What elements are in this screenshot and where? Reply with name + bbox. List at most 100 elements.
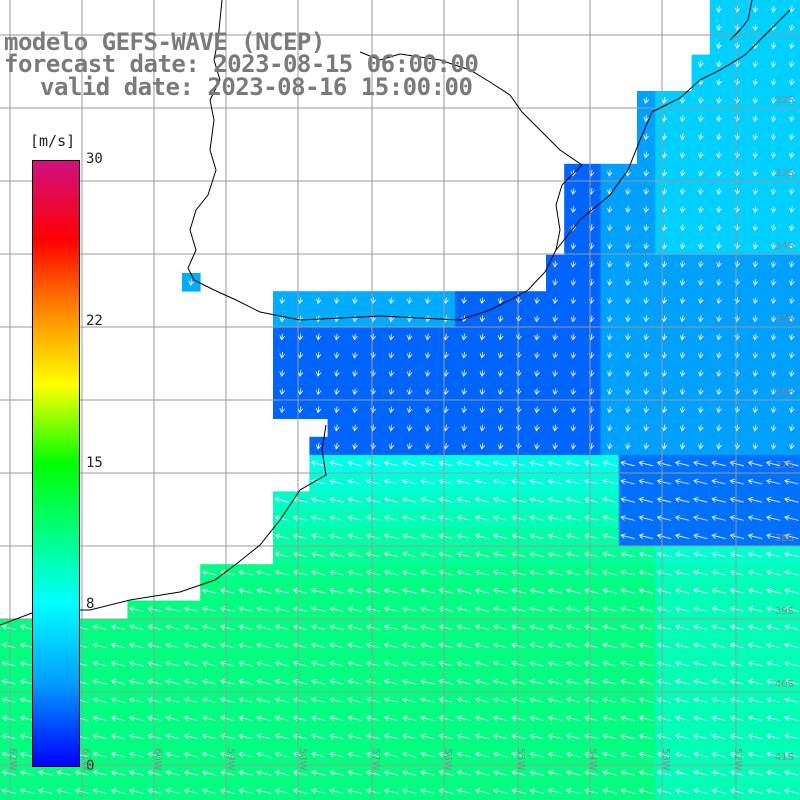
wind-arrow	[583, 478, 599, 485]
wind-arrow	[661, 242, 668, 250]
wind-arrow	[729, 533, 744, 539]
wind-arrow	[674, 496, 690, 503]
wind-arrow	[734, 224, 741, 232]
wind-arrow	[661, 442, 668, 450]
wind-arrow	[297, 333, 304, 341]
wind-arrow	[529, 587, 544, 594]
wind-arrow	[347, 715, 362, 721]
wind-arrow	[310, 660, 326, 667]
wind-arrow	[147, 715, 162, 721]
wind-arrow	[19, 697, 35, 703]
wind-arrow	[698, 169, 704, 177]
wind-arrow	[183, 606, 198, 612]
latitude-label: 36S	[774, 387, 794, 398]
wind-arrow	[729, 478, 744, 485]
wind-arrow	[784, 697, 799, 703]
wind-arrow	[92, 642, 107, 649]
wind-arrow	[679, 151, 686, 159]
wind-arrow	[625, 370, 631, 377]
wind-arrow	[693, 496, 708, 503]
wind-arrow	[789, 24, 795, 32]
wind-arrow	[492, 788, 508, 794]
wind-arrow	[602, 769, 617, 776]
wind-cell	[345, 782, 365, 800]
wind-arrow	[674, 788, 690, 794]
wind-arrow	[529, 569, 544, 576]
wind-arrow	[274, 733, 289, 740]
wind-arrow	[456, 769, 471, 776]
wind-arrow	[770, 260, 777, 268]
wind-arrow	[474, 733, 490, 740]
map-title-forecast-date: forecast date: 2023-08-15 06:00:00	[4, 50, 479, 78]
wind-arrow	[620, 533, 635, 539]
wind-arrow	[674, 533, 690, 539]
wind-arrow	[1, 642, 16, 649]
wind-arrow	[165, 678, 180, 685]
wind-arrow	[492, 733, 508, 740]
wind-arrow	[329, 587, 344, 594]
wind-arrow	[565, 533, 581, 539]
wind-arrow	[547, 587, 562, 594]
wind-arrow	[765, 533, 781, 539]
wind-arrow	[511, 769, 526, 776]
wind-arrow	[128, 660, 144, 667]
wind-arrow	[352, 424, 358, 432]
wind-arrow	[529, 660, 544, 667]
wind-arrow	[734, 333, 741, 341]
wind-arrow	[643, 406, 650, 414]
wind-arrow	[274, 642, 289, 649]
wind-arrow	[492, 515, 508, 521]
wind-arrow	[274, 551, 289, 558]
wind-cell	[400, 782, 419, 800]
wind-arrow	[165, 606, 180, 612]
wind-arrow	[734, 169, 741, 177]
wind-arrow	[401, 751, 417, 758]
wind-arrow	[565, 715, 581, 721]
wind-arrow	[456, 660, 471, 667]
wind-arrow	[638, 515, 653, 521]
wind-cell	[564, 782, 583, 800]
wind-arrow	[789, 424, 795, 432]
wind-cell	[709, 782, 729, 800]
wind-arrow	[19, 678, 35, 685]
wind-arrow	[747, 678, 763, 685]
wind-arrow	[752, 333, 759, 341]
wind-arrow	[110, 788, 126, 794]
wind-arrow	[570, 442, 577, 450]
wind-arrow	[602, 642, 617, 649]
wind-arrow	[219, 715, 235, 721]
wind-arrow	[383, 551, 399, 558]
wind-arrow	[370, 370, 377, 377]
wind-arrow	[401, 697, 417, 703]
wind-arrow	[497, 370, 504, 377]
wind-arrow	[789, 315, 795, 323]
wind-arrow	[401, 788, 417, 794]
wind-arrow	[620, 733, 635, 740]
wind-arrow	[752, 242, 759, 250]
wind-arrow	[92, 769, 107, 776]
wind-arrow	[238, 642, 253, 649]
wind-arrow	[565, 788, 581, 794]
wind-arrow	[383, 460, 399, 467]
wind-arrow	[256, 769, 271, 776]
wind-arrow	[474, 697, 490, 703]
wind-arrow	[693, 515, 708, 521]
wind-arrow	[693, 769, 708, 776]
wind-arrow	[388, 351, 395, 359]
wind-arrow	[461, 297, 468, 305]
wind-arrow	[643, 97, 650, 104]
wind-arrow	[352, 406, 358, 414]
wind-cell	[582, 782, 601, 800]
wind-arrow	[638, 678, 653, 685]
wind-arrow	[479, 442, 486, 450]
wind-arrow	[729, 587, 744, 594]
wind-arrow	[238, 660, 253, 667]
wind-arrow	[274, 678, 289, 685]
wind-arrow	[638, 660, 653, 667]
wind-arrow	[661, 133, 668, 141]
wind-arrow	[607, 260, 613, 268]
wind-arrow	[238, 587, 253, 594]
wind-arrow	[602, 515, 617, 521]
wind-arrow	[347, 460, 362, 467]
wind-arrow	[511, 478, 526, 485]
